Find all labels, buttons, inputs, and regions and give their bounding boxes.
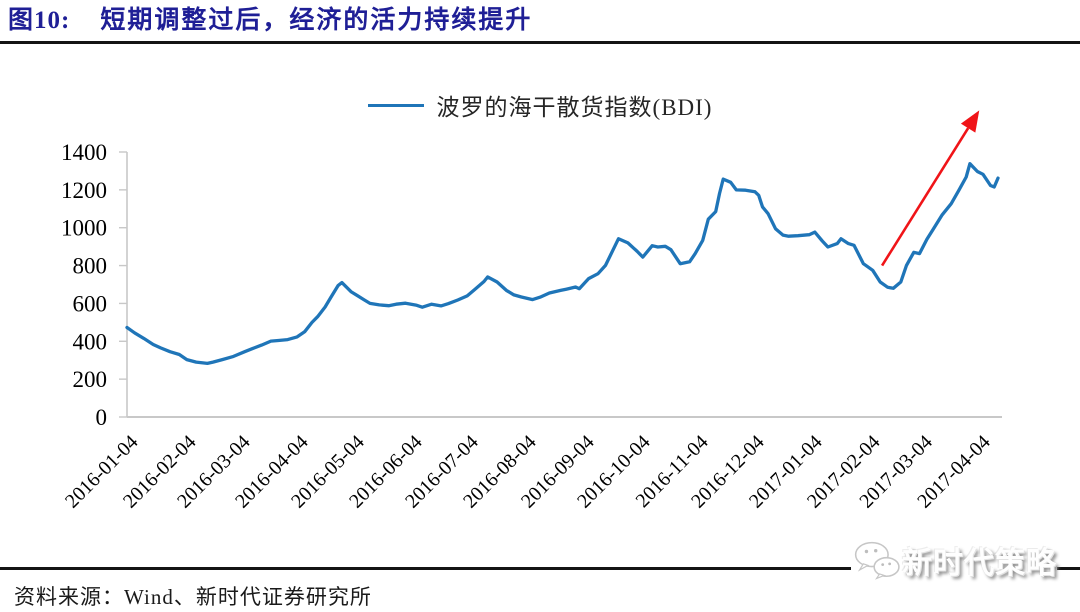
legend-line-swatch [367,103,424,107]
svg-text:1400: 1400 [61,140,107,165]
svg-text:1200: 1200 [61,178,107,203]
svg-text:200: 200 [73,367,108,392]
source-note: 资料来源：Wind、新时代证券研究所 [14,581,372,611]
footer-divider-rule [0,567,1080,570]
svg-text:400: 400 [73,329,108,354]
legend-label: 波罗的海干散货指数(BDI) [436,95,713,120]
svg-text:800: 800 [73,254,108,279]
wechat-icon [854,541,900,580]
svg-text:1000: 1000 [61,216,107,241]
title-divider-rule [0,41,1080,44]
brand-watermark: 新时代策略 [851,534,1057,586]
svg-text:0: 0 [96,405,108,430]
brand-name: 新时代策略 [902,547,1057,580]
source-text: 资料来源：Wind、新时代证券研究所 [14,585,372,609]
figure-label: 图10: [8,7,71,34]
figure-title: 短期调整过后，经济的活力持续提升 [100,7,533,34]
figure-title-row: 图10: 短期调整过后，经济的活力持续提升 [8,6,1072,36]
svg-text:600: 600 [73,291,108,316]
chart-legend: 波罗的海干散货指数(BDI) [0,88,1080,122]
